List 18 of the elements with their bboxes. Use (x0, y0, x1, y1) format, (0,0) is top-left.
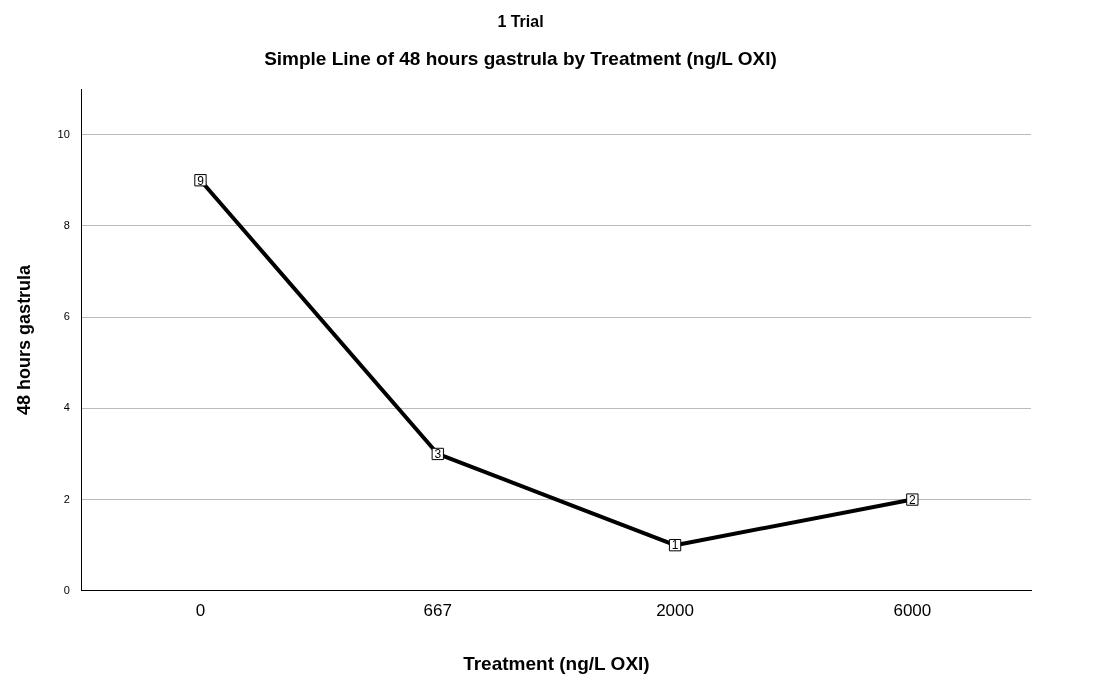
x-tick-label: 6000 (893, 600, 932, 620)
x-tick-label: 667 (423, 600, 452, 620)
data-label: 9 (197, 173, 205, 188)
data-label: 3 (434, 447, 442, 462)
chart-subtitle: Simple Line of 48 hours gastrula by Treatment (ng/L OXI) (264, 47, 777, 69)
data-label: 2 (909, 492, 917, 507)
chart-title: 1 Trial (497, 13, 544, 31)
x-tick-label: 0 (195, 600, 206, 620)
data-label: 1 (671, 538, 679, 553)
y-tick-label: 2 (63, 492, 70, 505)
x-tick-label: 2000 (656, 600, 694, 620)
y-axis-title: 48 hours gastrula (13, 263, 34, 415)
y-tick-label: 8 (63, 218, 70, 231)
y-tick-label: 6 (63, 310, 70, 323)
y-tick-label: 4 (63, 401, 70, 414)
y-tick-label: 10 (57, 127, 70, 140)
x-axis-title: Treatment (ng/L OXI) (463, 652, 650, 674)
y-tick-label: 0 (63, 583, 70, 596)
